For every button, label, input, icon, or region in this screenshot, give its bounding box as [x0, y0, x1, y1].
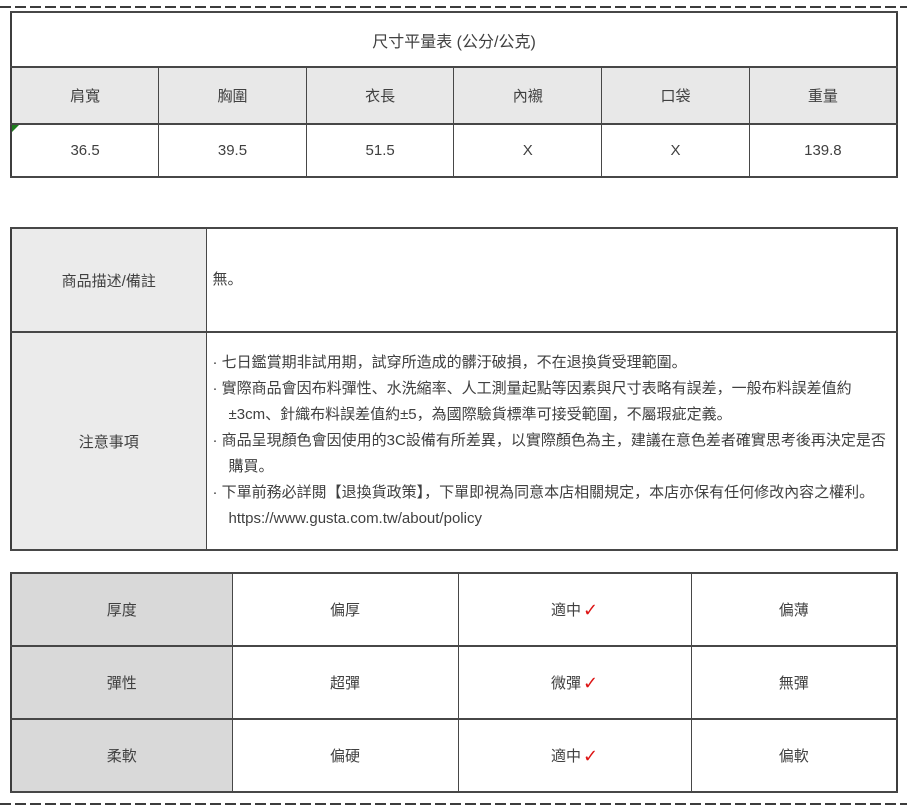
- size-header-weight: 重量: [748, 66, 898, 125]
- option-text: 適中: [550, 601, 581, 619]
- notes-content: · 七日鑑賞期非試用期，試穿所造成的髒汙破損，不在退換貨受理範圍。 · 實際商品…: [205, 331, 898, 551]
- size-value-length: 51.5: [305, 123, 455, 178]
- red-check-icon: ✓: [582, 599, 599, 621]
- note-line: · 下單前務必詳閱【退換貨政策】，下單即視為同意本店相關規定，本店亦保有任何修改…: [212, 484, 875, 527]
- product-info-table: 商品描述/備註 無。 注意事項 · 七日鑑賞期非試用期，試穿所造成的髒汙破損，不…: [10, 227, 898, 551]
- size-chart-value-row: 36.5 39.5 51.5 X X 139.8: [10, 123, 898, 178]
- selection-dashed-line-bottom: [0, 803, 907, 805]
- feature-rating-table: 厚度 偏厚 適中 ✓ 偏薄 彈性 超彈 微彈 ✓ 無彈 柔軟 偏硬 適中 ✓: [10, 572, 898, 793]
- description-label: 商品描述/備註: [10, 227, 207, 333]
- size-header-pocket: 口袋: [601, 66, 750, 125]
- elasticity-label: 彈性: [10, 645, 233, 720]
- softness-option-hard: 偏硬: [231, 718, 459, 793]
- size-value-lining: X: [453, 123, 603, 178]
- note-line: · 七日鑑賞期非試用期，試穿所造成的髒汙破損，不在退換貨受理範圍。: [212, 354, 687, 371]
- size-value-text: 36.5: [70, 142, 100, 159]
- size-header-length: 衣長: [305, 66, 455, 125]
- size-chart-title-row: 尺寸平量表 (公分/公克): [10, 11, 898, 68]
- softness-row: 柔軟 偏硬 適中 ✓ 偏軟: [10, 718, 898, 793]
- size-chart-header-row: 肩寬 胸圍 衣長 內襯 口袋 重量: [10, 66, 898, 125]
- size-value-chest: 39.5: [158, 123, 307, 178]
- red-check-icon: ✓: [582, 745, 599, 767]
- note-line: · 商品呈現顏色會因使用的3C設備有所差異，以實際顏色為主，建議在意色差者確實思…: [212, 432, 886, 475]
- cell-corner-marker-icon: [12, 125, 19, 132]
- softness-label: 柔軟: [10, 718, 233, 793]
- notes-label: 注意事項: [10, 331, 207, 551]
- selection-dashed-line-top: [0, 6, 907, 8]
- thickness-label: 厚度: [10, 572, 233, 647]
- option-text: 適中: [550, 747, 581, 765]
- elasticity-row: 彈性 超彈 微彈 ✓ 無彈: [10, 645, 898, 720]
- size-value-weight: 139.8: [748, 123, 898, 178]
- note-line: · 實際商品會因布料彈性、水洗縮率、人工測量起點等因素與尺寸表略有誤差，一般布料…: [212, 380, 852, 423]
- description-content: 無。: [205, 227, 898, 333]
- size-value-shoulder: 36.5: [10, 123, 160, 178]
- notes-row: 注意事項 · 七日鑑賞期非試用期，試穿所造成的髒汙破損，不在退換貨受理範圍。 ·…: [10, 331, 898, 551]
- size-header-lining: 內襯: [453, 66, 603, 125]
- description-row: 商品描述/備註 無。: [10, 227, 898, 333]
- elasticity-option-slight: 微彈 ✓: [457, 645, 692, 720]
- size-chart-table: 尺寸平量表 (公分/公克) 肩寬 胸圍 衣長 內襯 口袋 重量 36.5 39.…: [10, 11, 898, 178]
- softness-option-medium: 適中 ✓: [457, 718, 692, 793]
- thickness-option-medium: 適中 ✓: [457, 572, 692, 647]
- size-value-pocket: X: [601, 123, 750, 178]
- thickness-row: 厚度 偏厚 適中 ✓ 偏薄: [10, 572, 898, 647]
- size-header-shoulder: 肩寬: [10, 66, 160, 125]
- elasticity-option-none: 無彈: [690, 645, 898, 720]
- size-header-chest: 胸圍: [158, 66, 307, 125]
- elasticity-option-high: 超彈: [231, 645, 459, 720]
- thickness-option-thin: 偏薄: [690, 572, 898, 647]
- option-text: 微彈: [550, 674, 581, 692]
- size-chart-title: 尺寸平量表 (公分/公克): [10, 11, 898, 68]
- red-check-icon: ✓: [582, 672, 599, 694]
- thickness-option-thick: 偏厚: [231, 572, 459, 647]
- softness-option-soft: 偏軟: [690, 718, 898, 793]
